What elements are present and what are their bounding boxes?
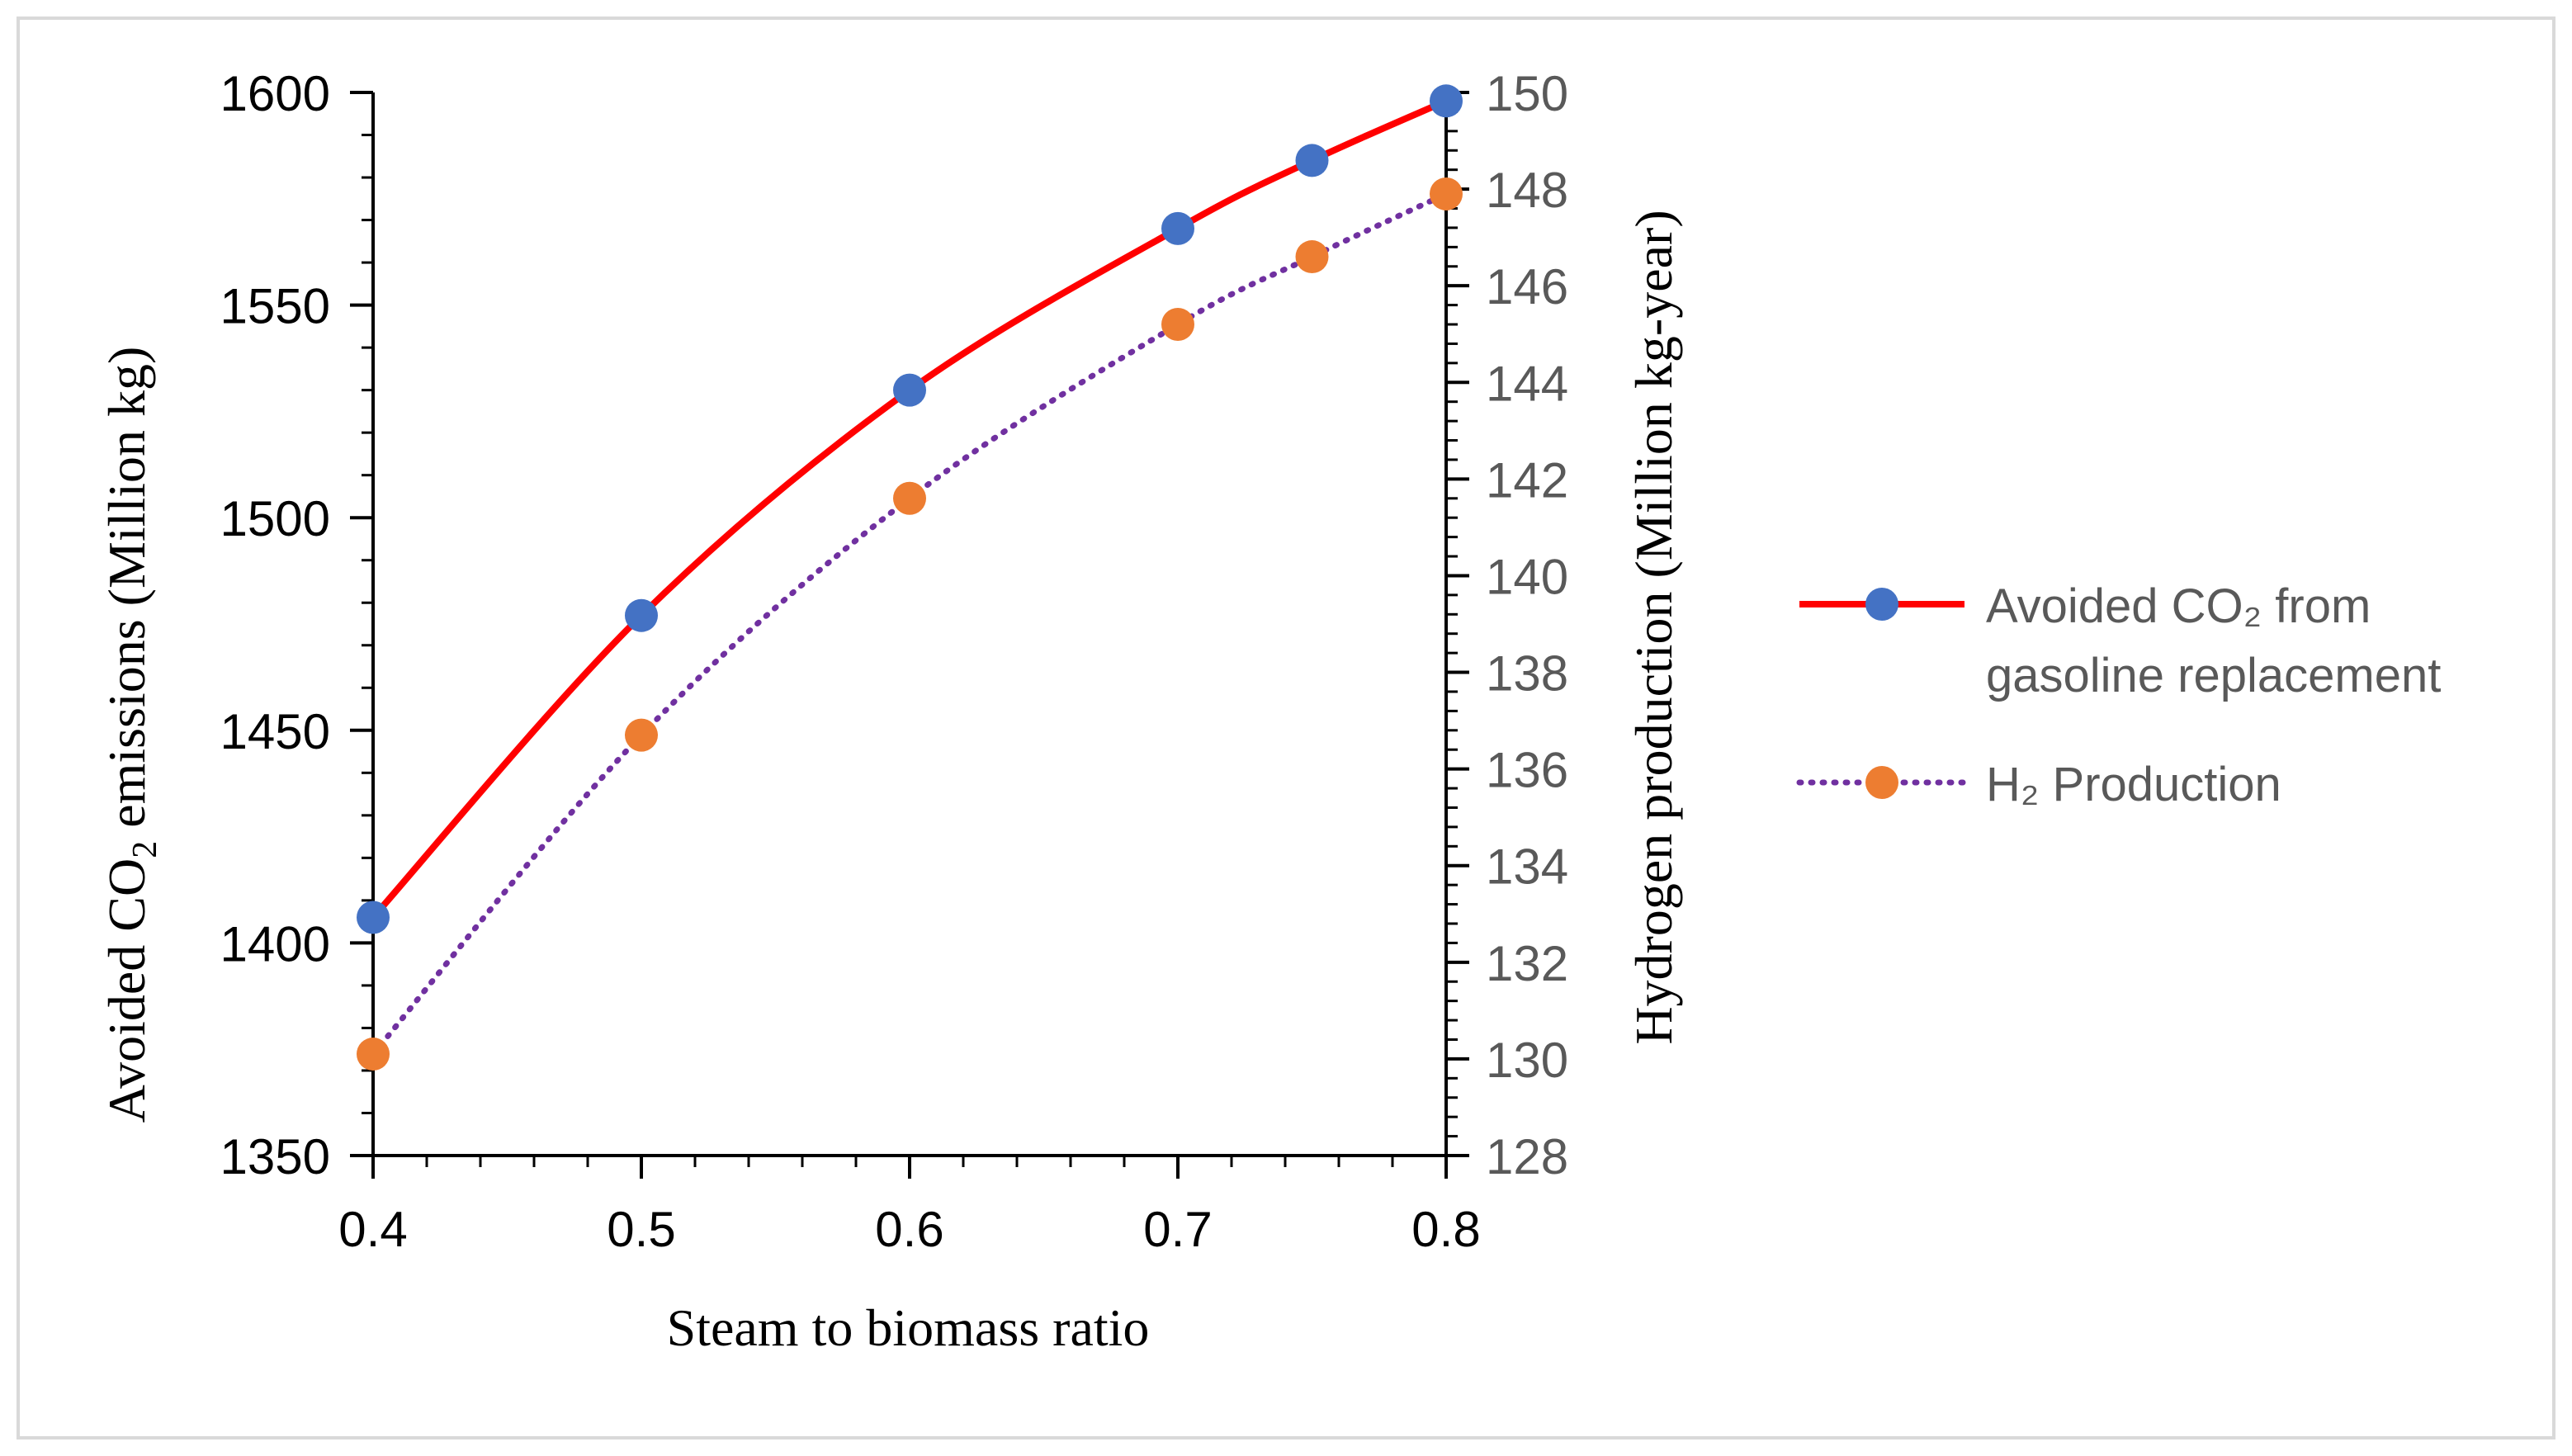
- series-1-point: [357, 901, 390, 934]
- tick-labels: 1350 1400 1450 1500 1550 1600 128 130 132 134 136 1…: [220, 66, 1569, 1257]
- series-1-point: [1161, 211, 1194, 245]
- chart-border: [17, 17, 2555, 1439]
- legend-label-1: gasoline replacement: [1986, 649, 2441, 702]
- series-2-point: [625, 718, 658, 752]
- right-y-tick-label: 138: [1486, 646, 1568, 702]
- left-y-tick-label: 1600: [220, 66, 330, 121]
- right-y-tick-label: 136: [1486, 743, 1568, 798]
- left-y-tick-label: 1450: [220, 704, 330, 759]
- legend-label-2: H₂ Production: [1986, 758, 2281, 811]
- right-y-tick-label: 142: [1486, 452, 1568, 508]
- right-y-tick-label: 140: [1486, 549, 1568, 604]
- series-1-point: [625, 598, 658, 632]
- series-1-point: [1430, 84, 1463, 118]
- left-y-tick-label: 1550: [220, 279, 330, 334]
- plot-area: [357, 84, 1463, 1071]
- legend: Avoided CO₂ from gasoline replacement H₂ P…: [1796, 579, 2441, 811]
- x-tick-label: 0.8: [1411, 1202, 1480, 1257]
- right-y-tick-label: 146: [1486, 259, 1568, 314]
- left-y-tick-label: 1350: [220, 1129, 330, 1184]
- right-y-tick-label: 148: [1486, 163, 1568, 218]
- x-tick-label: 0.4: [338, 1202, 407, 1257]
- x-axis-title: Steam to biomass ratio: [667, 1298, 1150, 1357]
- series-1-point: [1295, 144, 1329, 177]
- left-y-axis-title: Avoided CO2 emissions (Million kg): [97, 347, 164, 1123]
- left-y-tick-label: 1400: [220, 916, 330, 971]
- right-y-tick-label: 132: [1486, 936, 1568, 991]
- series-2-point: [1161, 308, 1194, 342]
- left-y-tick-label: 1500: [220, 491, 330, 546]
- right-y-tick-label: 134: [1486, 839, 1568, 895]
- legend-label-1: Avoided CO₂ from: [1986, 579, 2371, 633]
- series-1-point: [893, 373, 926, 407]
- x-tick-label: 0.6: [875, 1202, 943, 1257]
- right-y-tick-label: 150: [1486, 66, 1568, 121]
- right-y-tick-label: 130: [1486, 1033, 1568, 1088]
- x-tick-label: 0.7: [1143, 1202, 1212, 1257]
- x-tick-label: 0.5: [607, 1202, 675, 1257]
- series-2-point: [357, 1038, 390, 1071]
- series-2-point: [1295, 240, 1329, 274]
- series-2-point: [893, 481, 926, 515]
- series-2-point: [1430, 177, 1463, 210]
- right-y-tick-label: 128: [1486, 1129, 1568, 1184]
- legend-marker-1: [1865, 588, 1898, 621]
- right-y-axis-title: Hydrogen production (Million kg-year): [1624, 210, 1683, 1044]
- right-y-tick-label: 144: [1486, 356, 1568, 411]
- legend-marker-2: [1865, 766, 1898, 799]
